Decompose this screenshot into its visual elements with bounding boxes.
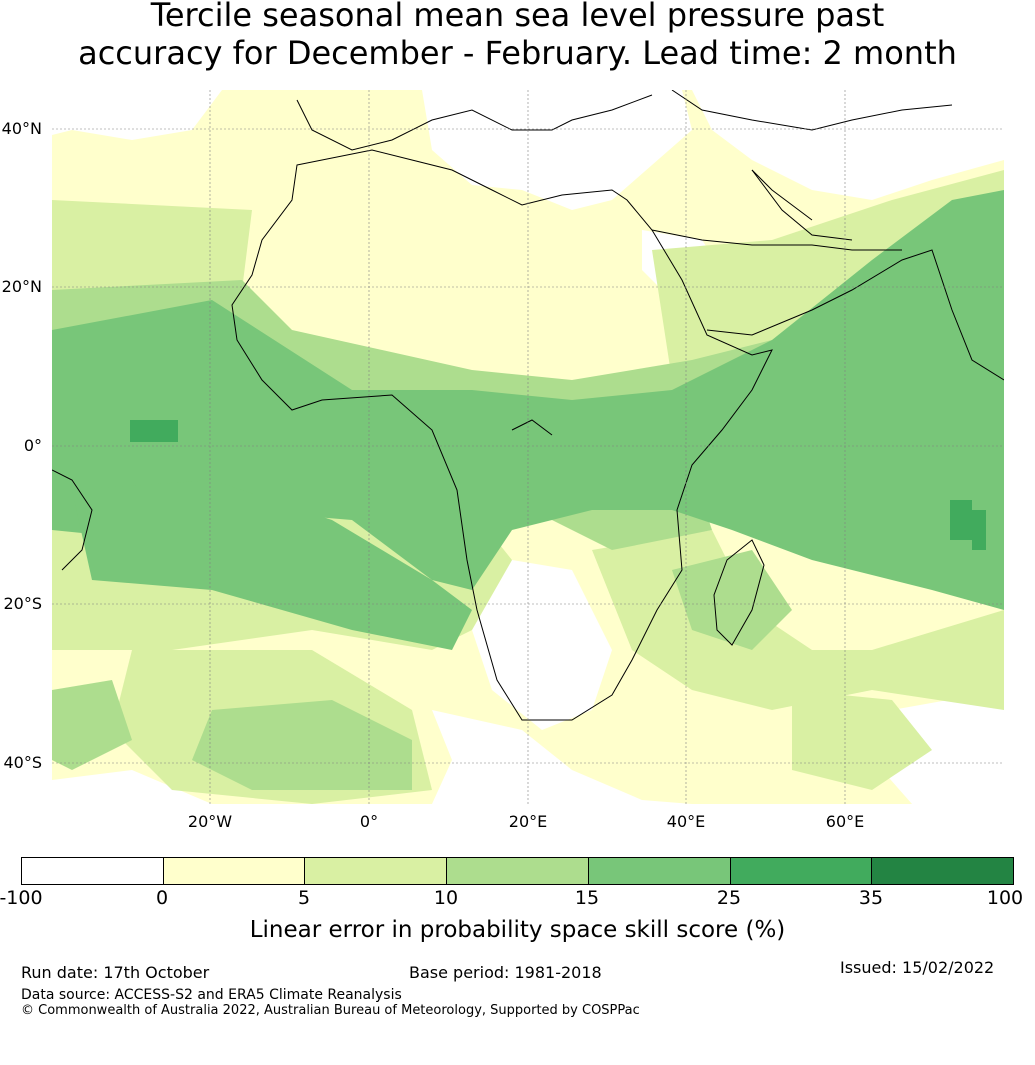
colorbar-tick: 100 bbox=[986, 887, 1024, 909]
colorbar-label: Linear error in probability space skill … bbox=[249, 917, 786, 943]
lon-label-20e: 20°E bbox=[508, 812, 548, 831]
lon-label-0: 0° bbox=[359, 812, 379, 831]
issued-date: Issued: 15/02/2022 bbox=[840, 958, 995, 977]
data-source: Data source: ACCESS-S2 and ERA5 Climate … bbox=[21, 987, 402, 1003]
colorbar-segment bbox=[730, 858, 873, 884]
lat-label-20s: 20°S bbox=[3, 594, 42, 613]
title-line-1: Tercile seasonal mean sea level pressure… bbox=[150, 0, 885, 34]
colorbar-tick: 15 bbox=[574, 887, 600, 909]
colorbar-segment bbox=[588, 858, 731, 884]
skill-map bbox=[52, 90, 1004, 804]
colorbar-segment bbox=[872, 858, 1014, 884]
colorbar-tick: 10 bbox=[433, 887, 459, 909]
colorbar-segment bbox=[305, 858, 448, 884]
colorbar-tick: 0 bbox=[155, 887, 169, 909]
colorbar bbox=[21, 857, 1014, 885]
colorbar-tick: 25 bbox=[716, 887, 742, 909]
skill-25-35-areas bbox=[130, 420, 986, 550]
base-period: Base period: 1981-2018 bbox=[409, 963, 602, 982]
lat-label-0: 0° bbox=[23, 436, 42, 455]
graticule bbox=[52, 90, 1004, 804]
lat-label-20n: 20°N bbox=[1, 277, 42, 296]
colorbar-tick: -100 bbox=[0, 887, 43, 909]
lon-label-60e: 60°E bbox=[825, 812, 865, 831]
coastlines bbox=[52, 90, 1004, 721]
lon-label-40e: 40°E bbox=[666, 812, 706, 831]
map-title: Tercile seasonal mean sea level pressure… bbox=[0, 0, 1035, 72]
map-canvas bbox=[52, 90, 1004, 804]
lat-label-40s: 40°S bbox=[3, 753, 42, 772]
colorbar-segment bbox=[163, 858, 306, 884]
title-line-2: accuracy for December - February. Lead t… bbox=[78, 34, 957, 72]
lon-label-20w: 20°W bbox=[187, 812, 233, 831]
colorbar-segment bbox=[22, 858, 164, 884]
negative-skill-areas bbox=[52, 90, 1004, 804]
colorbar-segment bbox=[447, 858, 589, 884]
colorbar-tick: 5 bbox=[297, 887, 311, 909]
lat-label-40n: 40°N bbox=[1, 119, 42, 138]
copyright: © Commonwealth of Australia 2022, Austra… bbox=[21, 1003, 640, 1018]
run-date: Run date: 17th October bbox=[21, 963, 210, 982]
colorbar-tick: 35 bbox=[858, 887, 884, 909]
